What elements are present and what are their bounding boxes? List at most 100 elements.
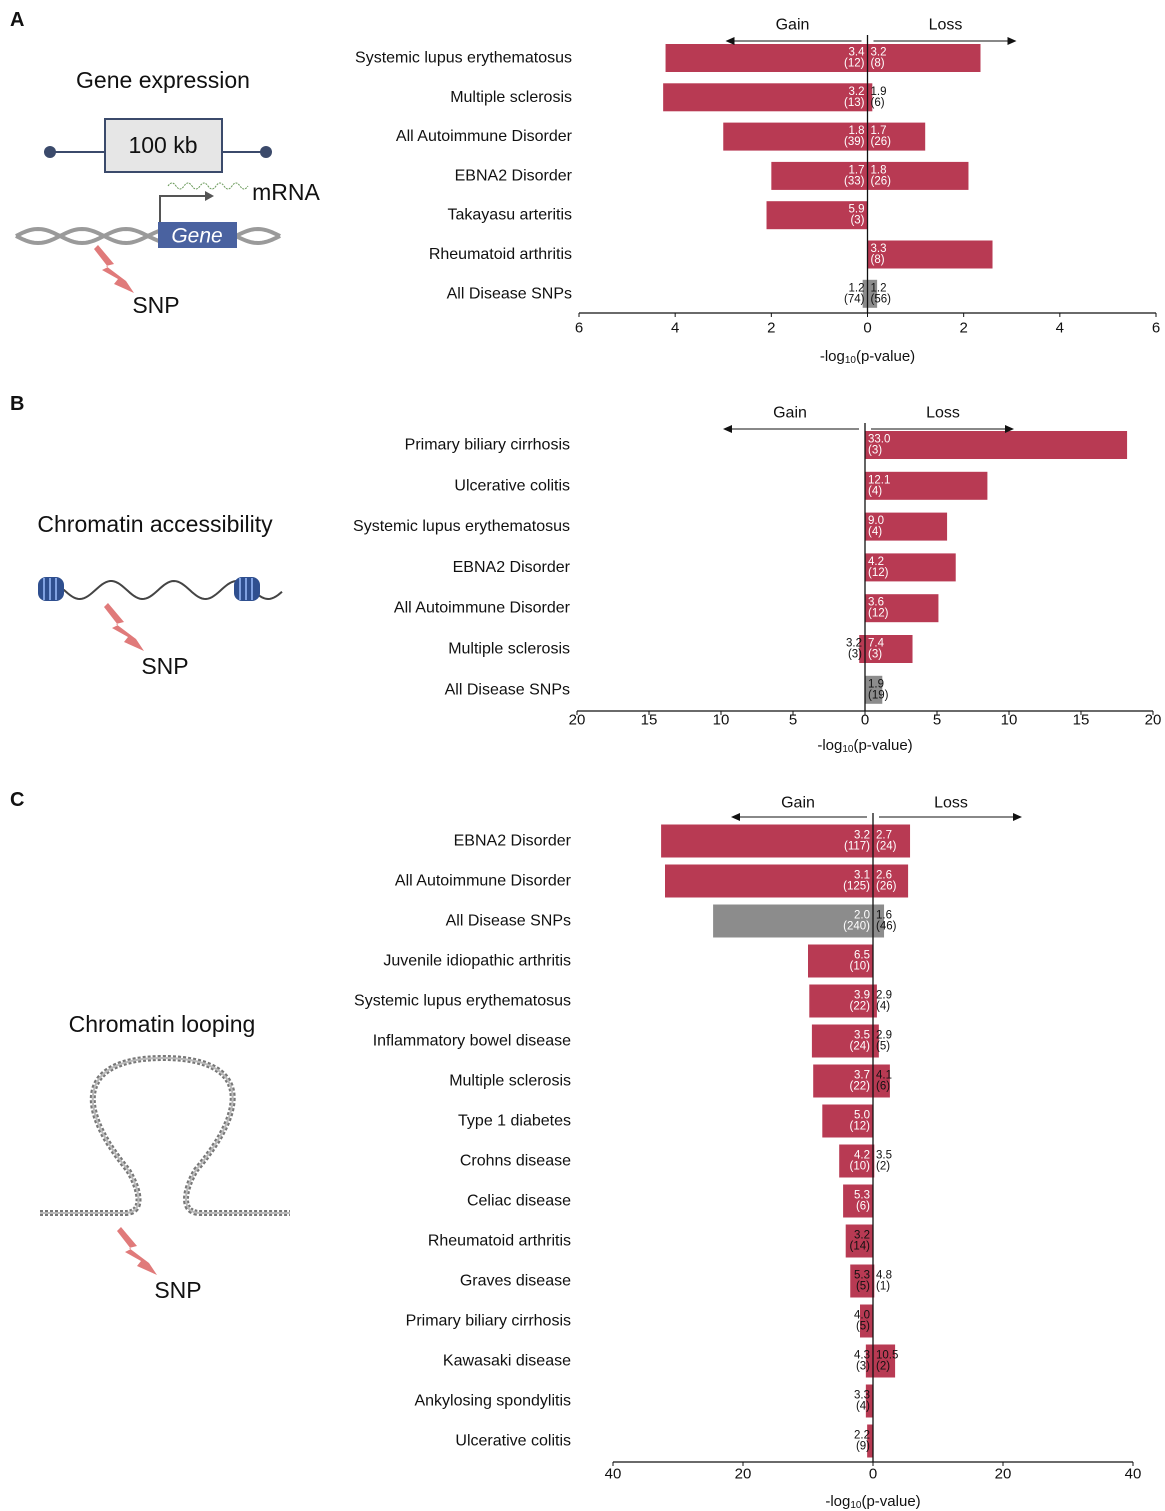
x-tick-label: 4 [1056,320,1064,337]
x-tick-label: 20 [995,1466,1012,1483]
direction-label: Gain [781,795,815,812]
count-label: (39) [844,136,865,148]
range-end [44,146,56,158]
category-label: All Autoimmune Disorder [396,128,573,145]
x-tick-label: 40 [605,1466,622,1483]
panel-letter: C [10,789,24,811]
category-label: EBNA2 Disorder [454,833,572,850]
x-tick-label: 0 [863,320,871,337]
count-label: (3) [850,215,864,227]
x-axis-title-part: (p-value) [853,737,912,754]
count-label: (4) [868,485,882,497]
figure: A B C Gene expression 100 kb mRNA Gene S… [0,0,1165,1511]
x-axis-title: -log10(p-value) [817,737,912,755]
snp-label: SNP [132,292,179,318]
category-label: Rheumatoid arthritis [429,246,572,263]
category-label: Multiple sclerosis [448,641,570,658]
count-label: (5) [856,1321,870,1333]
count-label: (12) [868,608,889,620]
count-label: (46) [876,921,897,933]
count-label: (9) [856,1441,870,1453]
tss-arrow [160,196,205,222]
range-label: 100 kb [128,132,197,158]
category-label: Primary biliary cirrhosis [406,1313,571,1330]
count-label: (2) [876,1361,890,1373]
x-tick-label: 10 [1001,712,1018,729]
category-label: All Disease SNPs [445,681,570,698]
x-tick-label: 5 [933,712,941,729]
x-tick-label: 20 [569,712,586,729]
count-label: (8) [871,254,885,266]
x-tick-label: 15 [1073,712,1090,729]
category-label: Systemic lupus erythematosus [354,993,571,1010]
category-label: EBNA2 Disorder [453,559,571,576]
dna-helix [16,229,280,243]
category-label: Ankylosing spondylitis [414,1393,571,1410]
count-label: (4) [856,1401,870,1413]
category-label: Rheumatoid arthritis [428,1233,571,1250]
count-label: (22) [850,1081,871,1093]
x-tick-label: 15 [641,712,658,729]
count-label: (117) [844,841,870,853]
bar [665,865,873,898]
range-end [260,146,272,158]
x-tick-label: 0 [869,1466,877,1483]
count-label: (12) [850,1121,871,1133]
category-label: Kawasaki disease [443,1353,571,1370]
direction-label: Gain [773,405,807,422]
category-label: Ulcerative colitis [454,477,570,494]
count-label: (33) [844,175,865,187]
category-label: Celiac disease [467,1193,571,1210]
direction-label: Loss [926,405,960,422]
category-label: All Disease SNPs [447,285,572,302]
snp-bolt [104,603,144,651]
mrna-label: mRNA [252,179,320,205]
count-label: (4) [868,526,882,538]
category-label: All Autoimmune Disorder [394,600,571,617]
count-label: (3) [868,445,882,457]
count-label: (26) [871,175,892,187]
x-tick-label: 6 [1152,320,1160,337]
count-label: (74) [844,293,865,305]
dna-loop-inner [40,1058,290,1213]
category-label: Primary biliary cirrhosis [405,437,570,454]
count-label: (5) [856,1281,870,1293]
count-label: (24) [876,841,897,853]
x-tick-label: 20 [1145,712,1162,729]
count-label: (4) [876,1001,890,1013]
direction-label: Gain [776,17,810,34]
count-label: (6) [871,97,885,109]
illustration-title: Gene expression [76,67,250,93]
count-label: (6) [856,1201,870,1213]
arrowhead [1008,37,1017,45]
x-axis-title-part: (p-value) [861,1493,920,1510]
nucleosome [38,577,64,601]
x-axis-title-sub: 10 [845,355,857,366]
illustration-b: Chromatin accessibility SNP [37,511,282,679]
panel-letter: B [10,393,24,415]
bar [663,83,867,111]
category-label: Multiple sclerosis [450,89,572,106]
illustration-a: Gene expression 100 kb mRNA Gene SNP [16,67,321,318]
x-axis-title-part: -log [820,348,845,365]
category-label: Multiple sclerosis [449,1073,571,1090]
category-label: EBNA2 Disorder [455,167,573,184]
count-label: (12) [868,567,889,579]
count-label: (3) [856,1361,870,1373]
x-tick-label: 10 [713,712,730,729]
category-label: Systemic lupus erythematosus [353,518,570,535]
snp-bolt [94,245,134,293]
count-label: (6) [876,1081,890,1093]
x-axis-title: -log10(p-value) [825,1493,920,1511]
direction-label: Loss [934,795,968,812]
x-axis-title-sub: 10 [842,744,854,755]
category-label: Systemic lupus erythematosus [355,50,572,67]
category-label: Graves disease [460,1273,571,1290]
arrowhead [723,425,732,433]
x-tick-label: 2 [959,320,967,337]
count-label: (19) [868,689,889,701]
count-label: (3) [868,649,882,661]
nucleosome [234,577,260,601]
count-label: (22) [850,1001,871,1013]
illustration-title: Chromatin accessibility [37,511,273,537]
